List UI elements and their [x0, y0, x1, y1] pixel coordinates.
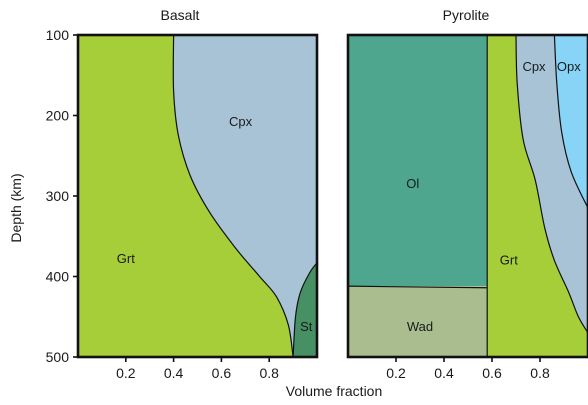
region-cpx [173, 35, 317, 357]
region-label-cpx: Cpx [522, 59, 546, 74]
x-tick-label: 0.4 [434, 365, 454, 381]
region-label-st: St [300, 319, 313, 334]
region-wad [348, 286, 488, 357]
region-opx [554, 35, 588, 209]
region-label-opx: Opx [557, 59, 581, 74]
x-tick-label: 0.2 [116, 365, 136, 381]
y-tick-label: 500 [46, 349, 70, 365]
region-ol [348, 35, 488, 287]
y-tick-label: 300 [46, 188, 70, 204]
y-tick-label: 100 [46, 27, 70, 43]
y-axis-label: Depth (km) [8, 173, 24, 242]
region-st [293, 262, 317, 357]
boundary-grt-cpx [172, 34, 294, 358]
x-axis-label: Volume fraction [286, 383, 383, 399]
region-label-cpx: Cpx [229, 114, 253, 129]
panel-title-pyrolite: Pyrolite [443, 7, 490, 23]
panel-title-basalt: Basalt [161, 7, 200, 23]
region-label-grt: Grt [117, 251, 135, 266]
plot-frame [346, 33, 588, 359]
boundary-cpx-st [292, 262, 318, 358]
boundary-cpx-opx [553, 34, 588, 209]
y-tick-label: 200 [46, 108, 70, 124]
region-label-grt: Grt [500, 252, 518, 267]
boundary-ol-wad [347, 285, 488, 289]
x-tick-label: 0.4 [164, 365, 184, 381]
boundary-grt-cpx [515, 34, 588, 334]
region-label-ol: Ol [406, 176, 419, 191]
y-tick-label: 400 [46, 269, 70, 285]
x-tick-label: 0.6 [482, 365, 502, 381]
panel-basalt: Grt Cpx St 0.2 0.4 0.6 0.8 100 200 300 400 500 [46, 27, 319, 381]
x-tick-label: 0.8 [530, 365, 550, 381]
x-tick-label: 0.8 [259, 365, 279, 381]
x-tick-label: 0.6 [212, 365, 232, 381]
region-label-wad: Wad [407, 319, 433, 334]
x-tick-label: 0.2 [386, 365, 406, 381]
panel-pyrolite: Ol Wad Grt Cpx Opx 0.2 0.4 0.6 0.8 [346, 33, 588, 381]
